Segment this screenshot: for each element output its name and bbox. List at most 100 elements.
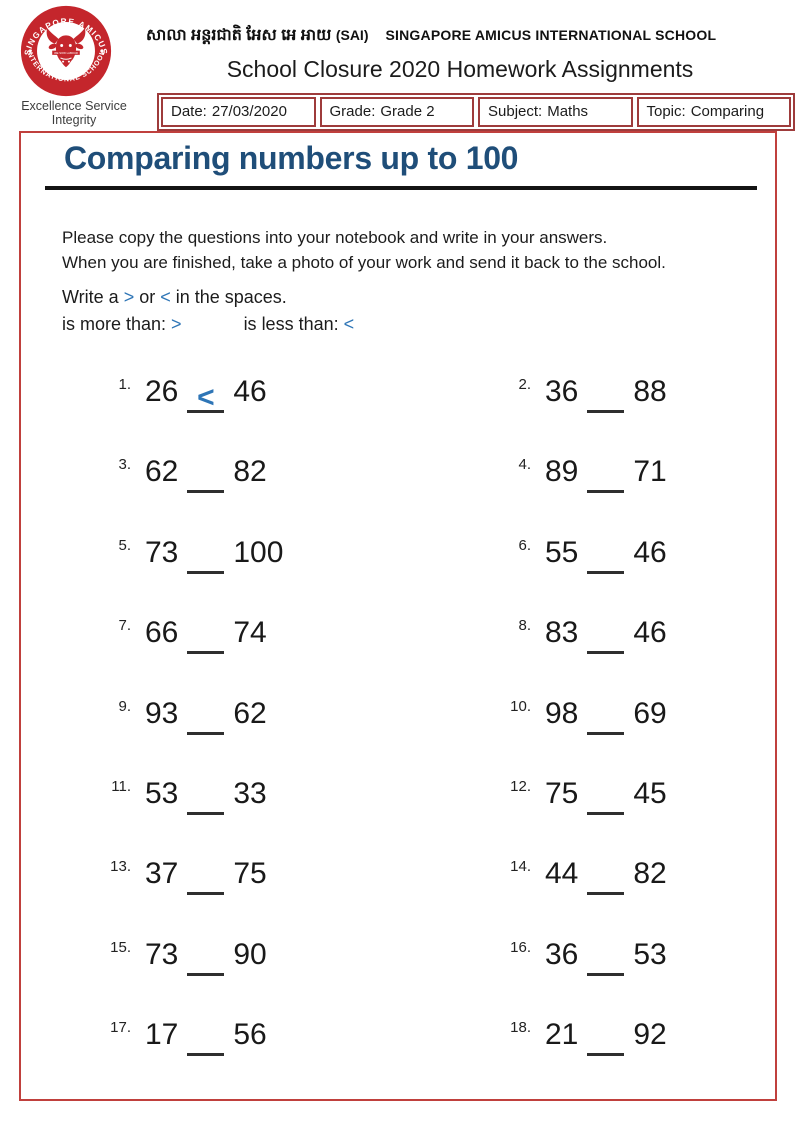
- question-left-number: 21: [545, 1018, 579, 1052]
- worksheet-frame: [19, 131, 777, 1101]
- question-right-number: 75: [233, 857, 267, 891]
- question-left-number: 93: [145, 696, 179, 730]
- question-number: 12.: [510, 777, 531, 795]
- question-item: 9. 93 62: [95, 696, 495, 776]
- question-right-number: 45: [633, 776, 667, 810]
- answer-blank: [187, 1026, 225, 1057]
- question-item: 14. 44 82: [495, 856, 761, 936]
- less-than-symbol: <: [160, 287, 171, 307]
- less-than-symbol-2: <: [343, 314, 355, 334]
- question-number: 4.: [518, 456, 531, 474]
- question-item: 11. 53 33: [95, 776, 495, 856]
- question-number: 10.: [510, 697, 531, 715]
- answer-blank: [187, 705, 225, 735]
- question-item: 6. 55 46: [495, 535, 761, 615]
- answer-blank: [587, 544, 625, 574]
- question-right-number: 71: [633, 455, 667, 489]
- question-number: 16.: [510, 938, 531, 956]
- question-right-number: 92: [633, 1018, 667, 1052]
- question-text: 26 <46: [145, 374, 267, 414]
- info-cell-grade: Grade: Grade 2: [319, 97, 474, 127]
- question-left-number: 26: [145, 375, 179, 408]
- question-text: 53 33: [145, 776, 267, 815]
- question-number: 5.: [118, 536, 131, 554]
- answer-blank: [587, 624, 625, 655]
- question-left-number: 44: [545, 857, 579, 891]
- question-number: 17.: [110, 1019, 131, 1037]
- school-name-khmer: សាលា អន្តរជាតិ អែស អេ អាយ (SAI): [146, 24, 368, 48]
- answer-blank: [587, 705, 625, 735]
- question-text: 37 75: [145, 856, 267, 896]
- question-right-number: 33: [233, 776, 267, 810]
- grade-value: Grade 2: [380, 103, 435, 120]
- subject-value: Maths: [547, 103, 589, 120]
- school-name-khmer-text: សាលា អន្តរជាតិ អែស អេ អាយ: [146, 27, 332, 44]
- question-number: 1.: [118, 376, 131, 393]
- question-item: 3. 62 82: [95, 454, 495, 534]
- question-item: 10. 98 69: [495, 696, 761, 776]
- question-right-number: 82: [233, 455, 267, 489]
- question-number: 18.: [510, 1019, 531, 1037]
- more-than-symbol: >: [171, 314, 182, 334]
- question-left-number: 37: [145, 857, 179, 891]
- answer-blank: [587, 383, 625, 413]
- answer-blank: [587, 785, 625, 815]
- question-right-number: 82: [633, 857, 667, 891]
- question-text: 98 69: [545, 696, 667, 735]
- answer-blank: [587, 1026, 625, 1057]
- question-item: 2. 36 88: [495, 374, 761, 454]
- answer-blank: [587, 865, 625, 896]
- subject-label: Subject:: [488, 103, 543, 120]
- info-cell-date: Date: 27/03/2020: [161, 97, 316, 127]
- question-right-number: 46: [633, 616, 667, 650]
- question-left-number: 36: [545, 375, 579, 408]
- grade-label: Grade:: [329, 103, 376, 120]
- assignment-subtitle: School Closure 2020 Homework Assignments: [226, 56, 694, 82]
- question-item: 16. 36 53: [495, 937, 761, 1017]
- question-item: 13. 37 75: [95, 856, 495, 936]
- question-text: 36 53: [545, 937, 667, 976]
- question-number: 8.: [518, 617, 531, 635]
- question-left-number: 55: [545, 535, 579, 569]
- question-number: 9.: [118, 697, 131, 715]
- question-text: 62 82: [145, 454, 267, 494]
- question-right-number: 46: [633, 535, 667, 569]
- question-right-number: 88: [633, 375, 667, 408]
- question-left-number: 83: [545, 616, 579, 650]
- answer-symbol: <: [197, 381, 215, 414]
- question-text: 73 100: [145, 535, 283, 574]
- question-right-number: 53: [633, 937, 667, 971]
- question-left-number: 66: [145, 616, 179, 650]
- less-than-label: is less than:: [243, 314, 344, 334]
- assignment-info-table: Date: 27/03/2020 Grade: Grade 2 Subject: Ma…: [157, 93, 795, 131]
- question-number: 11.: [111, 777, 131, 795]
- answer-blank: [587, 463, 625, 494]
- question-number: 15.: [110, 938, 131, 956]
- answer-blank: [187, 785, 225, 815]
- legend-write-prefix: Write a: [62, 287, 124, 307]
- answer-blank: [187, 865, 225, 896]
- info-cell-subject: Subject: Maths: [478, 97, 633, 127]
- question-text: 17 56: [145, 1017, 267, 1057]
- school-name-english: SINGAPORE AMICUS INTERNATIONAL SCHOOL: [385, 27, 717, 43]
- logo-banner-text: WE SOW LABOUR: [54, 51, 78, 55]
- question-text: 73 90: [145, 937, 267, 976]
- school-name-sai: (SAI): [335, 27, 369, 43]
- legend-meaning-line: is more than: > is less than: <: [62, 314, 354, 335]
- more-than-label: is more than:: [62, 314, 172, 334]
- instructions-line-2: When you are finished, take a photo of y…: [62, 253, 666, 272]
- question-right-number: 46: [233, 375, 267, 408]
- question-left-number: 53: [145, 776, 179, 810]
- question-text: 21 92: [545, 1017, 667, 1057]
- question-text: 36 88: [545, 374, 667, 413]
- question-left-number: 89: [545, 455, 579, 489]
- bull-icon: WE SOW LABOUR: [46, 28, 86, 68]
- question-left-number: 98: [545, 696, 579, 730]
- question-right-number: 100: [233, 535, 284, 569]
- question-text: 44 82: [545, 856, 667, 896]
- question-left-number: 75: [545, 776, 579, 810]
- topic-value: Comparing: [690, 103, 765, 120]
- topic-label: Topic:: [646, 103, 686, 120]
- question-text: 55 46: [545, 535, 667, 574]
